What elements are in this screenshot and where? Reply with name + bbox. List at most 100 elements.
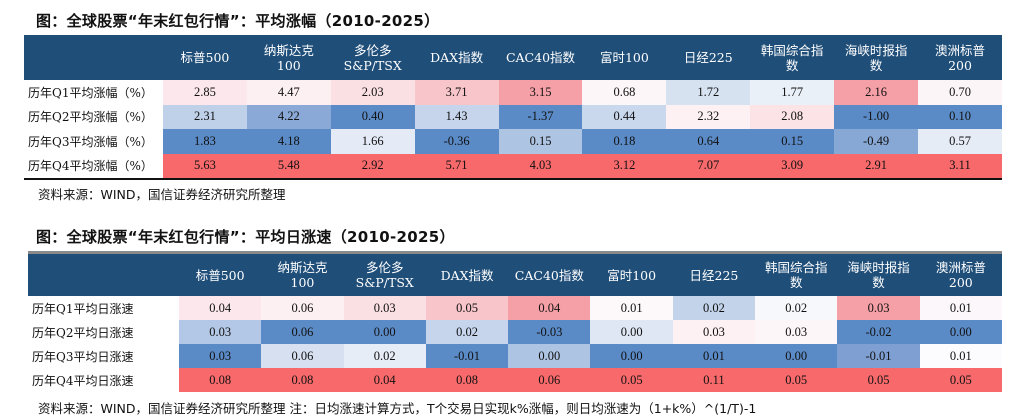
heatmap-cell: 2.16: [834, 80, 919, 105]
column-header-text: 纳斯达克: [277, 260, 328, 275]
row-label: 历年Q4平均涨幅（%）: [24, 153, 163, 180]
heatmap-cell: 0.05: [425, 296, 509, 320]
column-header: 富时100: [582, 35, 667, 80]
table-row: 历年Q2平均涨幅（%） 2.31 4.22 0.40 1.43 -1.37 0.44 2.32…: [24, 104, 1002, 129]
column-header: 韩国综合指数: [755, 252, 838, 296]
avg-gain-table: 标普500 纳斯达克 100 多伦多 S&P/TSX DAX指数 CAC40指数 富时100 日…: [24, 35, 1002, 180]
heatmap-cell: 0.01: [919, 296, 1002, 320]
heatmap-cell: -0.03: [508, 320, 591, 344]
heatmap-cell: 0.05: [590, 368, 673, 392]
heatmap-cell: -0.01: [837, 344, 920, 368]
column-header: 韩国综合指数: [750, 35, 835, 80]
table1-source-note: 资料来源：WIND，国信证券经济研究所整理: [38, 187, 286, 202]
column-header: 多伦多 S&P/TSX: [343, 252, 426, 296]
heatmap-cell: 1.66: [330, 129, 415, 154]
heatmap-cell: -0.01: [425, 344, 509, 368]
heatmap-cell: 1.72: [666, 80, 751, 105]
heatmap-cell: 0.00: [755, 344, 838, 368]
column-header: 日经225: [666, 35, 751, 80]
heatmap-cell: -0.36: [414, 129, 499, 154]
row-label: 历年Q3平均日涨速: [28, 344, 179, 368]
column-header-text: DAX指数: [430, 50, 484, 65]
column-header-text: 纳斯达克: [263, 42, 314, 58]
heatmap-cell: 2.91: [834, 153, 919, 180]
heatmap-cell: -0.02: [837, 320, 920, 344]
heatmap-cell: 2.92: [330, 153, 415, 180]
heatmap-cell: 0.03: [343, 296, 426, 320]
heatmap-cell: 0.10: [918, 104, 1002, 129]
heatmap-cell: 3.11: [918, 153, 1002, 180]
heatmap-cell: 4.47: [246, 80, 331, 105]
column-header: 标普500: [163, 35, 247, 80]
column-header-text: 数: [872, 275, 885, 290]
column-header: 海峡时报指数: [837, 252, 920, 296]
column-header-text: 200: [948, 57, 972, 73]
heatmap-cell: 0.02: [672, 296, 756, 320]
heatmap-cell: 1.77: [750, 80, 835, 105]
column-header: 日经225: [672, 252, 756, 296]
column-header: CAC40指数: [498, 35, 583, 80]
heatmap-cell: 0.01: [672, 344, 756, 368]
heatmap-cell: 0.57: [918, 129, 1002, 154]
column-header-text: 海峡时报指: [847, 260, 910, 275]
row-label: 历年Q1平均日涨速: [28, 296, 179, 320]
heatmap-cell: 0.00: [508, 344, 591, 368]
column-header: DAX指数: [425, 252, 509, 296]
heatmap-cell: 5.71: [414, 153, 499, 180]
table-row: 历年Q4平均涨幅（%） 5.63 5.48 2.92 5.71 4.03 3.12 7.07 3…: [24, 153, 1002, 180]
heatmap-cell: 3.09: [750, 153, 835, 180]
column-header-text: 多伦多: [353, 42, 392, 58]
column-header-text: 数: [785, 57, 799, 73]
column-header-text: 澳洲标普: [935, 260, 986, 275]
heatmap-cell: 2.85: [163, 80, 247, 105]
heatmap-cell: 0.04: [508, 296, 591, 320]
heatmap-cell: 0.05: [837, 368, 920, 392]
heatmap-cell: 2.03: [330, 80, 415, 105]
heatmap-cell: 0.02: [425, 320, 509, 344]
row-label: 历年Q4平均日涨速: [28, 368, 179, 392]
table-row: 历年Q3平均涨幅（%） 1.83 4.18 1.66 -0.36 0.15 0.18 0.64…: [24, 129, 1002, 154]
column-header-text: 数: [869, 57, 883, 73]
column-header-text: 数: [789, 275, 803, 290]
heatmap-cell: 0.00: [343, 320, 426, 344]
column-header-text: 富时100: [599, 50, 649, 65]
column-header: 纳斯达克 100: [261, 252, 344, 296]
heatmap-cell: 0.03: [837, 296, 920, 320]
heatmap-cell: 0.04: [179, 296, 262, 320]
table2-title: 图：全球股票“年末红包行情”：平均日涨速（2010-2025）: [36, 228, 455, 246]
column-header: 纳斯达克 100: [246, 35, 331, 80]
column-header: 澳洲标普 200: [918, 35, 1002, 80]
heatmap-cell: 0.08: [261, 368, 344, 392]
column-header: CAC40指数: [508, 252, 591, 296]
heatmap-cell: 0.00: [919, 320, 1002, 344]
row-label: 历年Q1平均涨幅（%）: [24, 80, 163, 105]
heatmap-cell: 0.06: [261, 344, 344, 368]
column-header-text: 标普500: [195, 267, 245, 283]
heatmap-cell: 0.06: [261, 296, 344, 320]
heatmap-cell: 7.07: [666, 153, 751, 180]
column-header-text: CAC40指数: [505, 50, 576, 65]
heatmap-cell: 3.12: [582, 153, 667, 180]
heatmap-cell: 0.05: [919, 368, 1002, 392]
table2-header-row: 标普500 纳斯达克 100 多伦多 S&P/TSX DAX指数 CAC40指数 富时100 日…: [28, 252, 1002, 296]
heatmap-cell: 0.15: [750, 129, 835, 154]
heatmap-cell: 0.00: [590, 320, 673, 344]
column-header-text: 200: [948, 275, 973, 290]
heatmap-cell: 0.18: [582, 129, 667, 154]
heatmap-cell: 5.63: [163, 153, 247, 180]
table-row: 历年Q2平均日涨速 0.03 0.06 0.00 0.02 -0.03 0.00 0.03 0.…: [28, 320, 1002, 344]
column-header: 海峡时报指数: [834, 35, 919, 80]
header-corner: [28, 252, 179, 296]
heatmap-cell: 0.15: [498, 129, 583, 154]
heatmap-cell: 0.40: [330, 104, 415, 129]
column-header-text: DAX指数: [440, 267, 494, 283]
heatmap-cell: 0.68: [582, 80, 667, 105]
column-header-text: 标普500: [180, 50, 230, 65]
heatmap-cell: 0.64: [666, 129, 751, 154]
table1-title: 图：全球股票“年末红包行情”：平均涨幅（2010-2025）: [36, 12, 440, 30]
column-header-text: CAC40指数: [514, 267, 584, 283]
row-label: 历年Q3平均涨幅（%）: [24, 129, 163, 154]
heatmap-cell: -0.49: [834, 129, 919, 154]
column-header-text: 富时100: [607, 267, 657, 283]
row-label: 历年Q2平均涨幅（%）: [24, 104, 163, 129]
